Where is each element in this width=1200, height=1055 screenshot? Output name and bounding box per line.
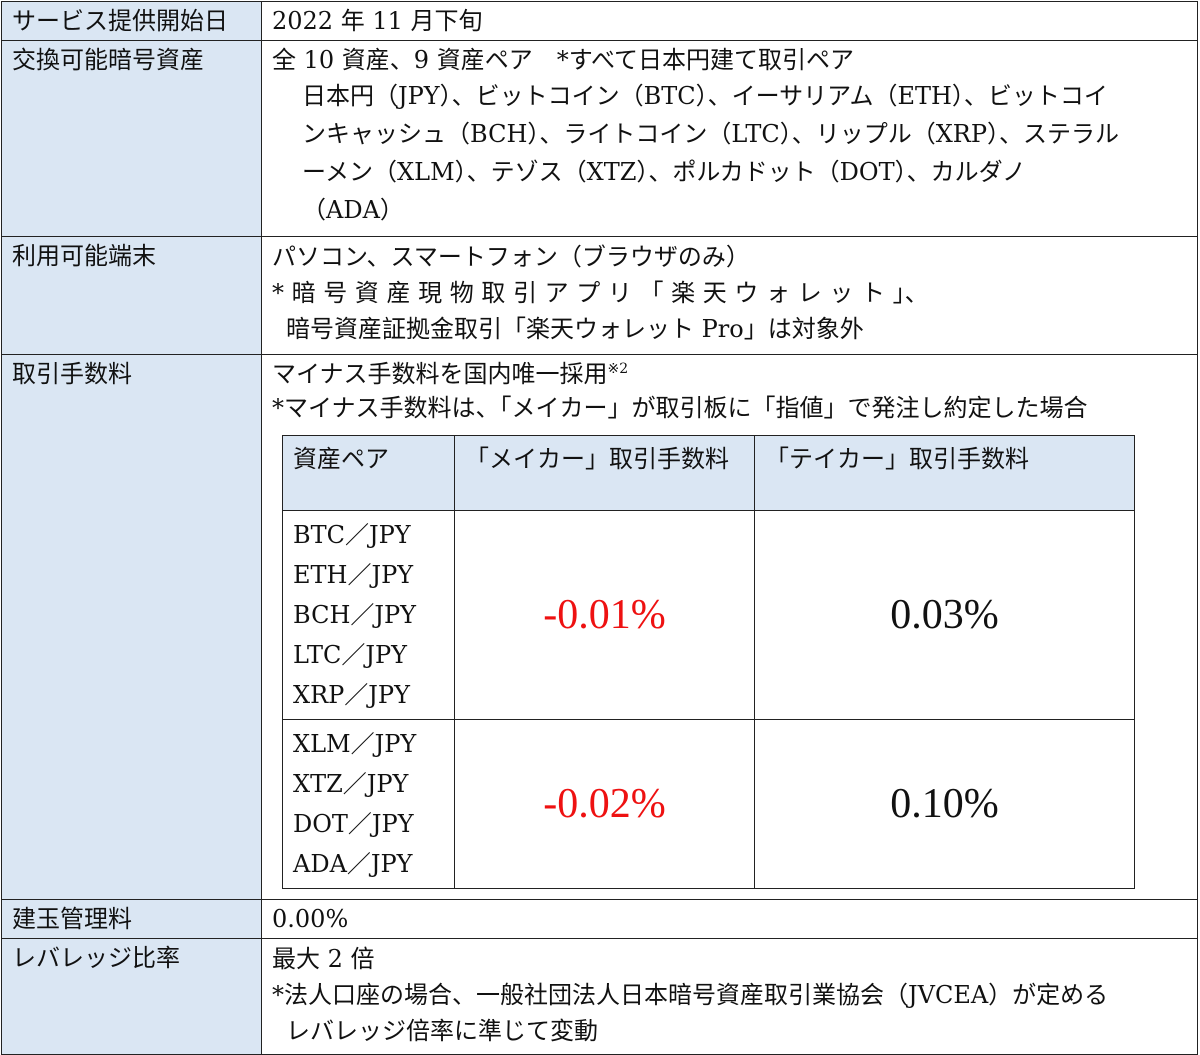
maker-fee-value: -0.02% [454,719,755,889]
label-trading-fees: 取引手数料 [1,354,262,900]
fee-group-row: XLM／JPY XTZ／JPY DOT／JPY ADA／JPY -0.02% 0… [282,719,1135,889]
pair: XRP／JPY [293,681,410,709]
maker-fee-value: -0.01% [454,510,755,720]
pair: XTZ／JPY [293,770,409,798]
label-devices: 利用可能端末 [1,236,262,355]
assets-line-3: ーメン（XLM）、テゾス（XTZ）、ポルカドット（DOT）、カルダノ [302,158,1026,186]
pair: DOT／JPY [293,810,414,838]
row-trading-fees: 取引手数料 マイナス手数料を国内唯一採用※2 *マイナス手数料は、「メイカー」が… [1,354,1198,900]
value-trading-fees: マイナス手数料を国内唯一採用※2 *マイナス手数料は、「メイカー」が取引板に「指… [261,354,1198,900]
pair-list: XLM／JPY XTZ／JPY DOT／JPY ADA／JPY [282,719,455,889]
devices-line-2: * 暗 号 資 産 現 物 取 引 ア プ リ 「 楽 天 ウ ォ レ ッ ト … [272,279,929,307]
leverage-line-1: 最大 2 倍 [272,945,375,973]
row-tradable-assets: 交換可能暗号資産 全 10 資産、9 資産ペア *すべて日本円建て取引ペア 日本… [1,40,1198,237]
leverage-line-2: *法人口座の場合、一般社団法人日本暗号資産取引業協会（JVCEA）が定める [272,981,1109,1009]
value-devices: パソコン、スマートフォン（ブラウザのみ） * 暗 号 資 産 現 物 取 引 ア… [261,236,1198,355]
label-start-date: サービス提供開始日 [1,1,262,41]
value-leverage: 最大 2 倍 *法人口座の場合、一般社団法人日本暗号資産取引業協会（JVCEA）… [261,938,1198,1055]
label-position-fee: 建玉管理料 [1,899,262,939]
value-start-date: 2022 年 11 月下旬 [261,1,1198,41]
value-tradable-assets: 全 10 資産、9 資産ペア *すべて日本円建て取引ペア 日本円（JPY）、ビッ… [261,40,1198,237]
label-tradable-assets: 交換可能暗号資産 [1,40,262,237]
label-leverage: レバレッジ比率 [1,938,262,1055]
row-leverage: レバレッジ比率 最大 2 倍 *法人口座の場合、一般社団法人日本暗号資産取引業協… [1,938,1198,1055]
assets-line-2: ンキャッシュ（BCH）、ライトコイン（LTC）、リップル（XRP）、ステラル [302,120,1120,148]
fees-footnote-mark: ※2 [607,361,629,377]
assets-line-1: 日本円（JPY）、ビットコイン（BTC）、イーサリアム（ETH）、ビットコイ [302,82,1108,110]
fees-line-1: マイナス手数料を国内唯一採用※2 [272,357,1187,391]
pair: BCH／JPY [293,601,416,629]
taker-fee-value: 0.03% [754,510,1135,720]
header-maker-fee: 「メイカー」取引手数料 [454,435,755,511]
pair: ADA／JPY [293,850,413,878]
devices-line-1: パソコン、スマートフォン（ブラウザのみ） [272,243,750,271]
assets-line-4: （ADA） [302,196,404,224]
row-devices: 利用可能端末 パソコン、スマートフォン（ブラウザのみ） * 暗 号 資 産 現 … [1,236,1198,355]
pair: BTC／JPY [293,521,411,549]
fee-group-row: BTC／JPY ETH／JPY BCH／JPY LTC／JPY XRP／JPY … [282,510,1135,720]
row-start-date: サービス提供開始日 2022 年 11 月下旬 [1,1,1198,41]
fee-table-header: 資産ペア 「メイカー」取引手数料 「テイカー」取引手数料 [282,435,1135,511]
pair: ETH／JPY [293,561,414,589]
assets-summary: 全 10 資産、9 資産ペア *すべて日本円建て取引ペア [272,46,855,74]
leverage-line-3: レバレッジ倍率に準じて変動 [286,1017,598,1045]
pair-list: BTC／JPY ETH／JPY BCH／JPY LTC／JPY XRP／JPY [282,510,455,720]
pair: LTC／JPY [293,641,407,669]
fee-table: 資産ペア 「メイカー」取引手数料 「テイカー」取引手数料 BTC／JPY ETH… [282,435,1135,889]
header-taker-fee: 「テイカー」取引手数料 [754,435,1135,511]
fees-line-2: *マイナス手数料は、「メイカー」が取引板に「指値」で発注し約定した場合 [272,394,1088,422]
row-position-fee: 建玉管理料 0.00% [1,899,1198,939]
devices-line-3: 暗号資産証拠金取引「楽天ウォレット Pro」は対象外 [286,315,864,343]
pair: XLM／JPY [293,730,417,758]
value-position-fee: 0.00% [261,899,1198,939]
header-pair: 資産ペア [282,435,455,511]
assets-list: 日本円（JPY）、ビットコイン（BTC）、イーサリアム（ETH）、ビットコイ ン… [272,77,1187,229]
fees-line-1-text: マイナス手数料を国内唯一採用 [272,360,608,388]
taker-fee-value: 0.10% [754,719,1135,889]
